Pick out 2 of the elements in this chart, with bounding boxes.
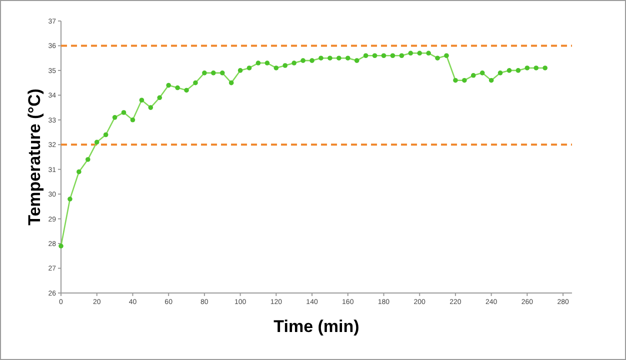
x-axis-title: Time (min)	[274, 317, 360, 336]
y-axis-title: Temperature (°C)	[25, 88, 44, 226]
